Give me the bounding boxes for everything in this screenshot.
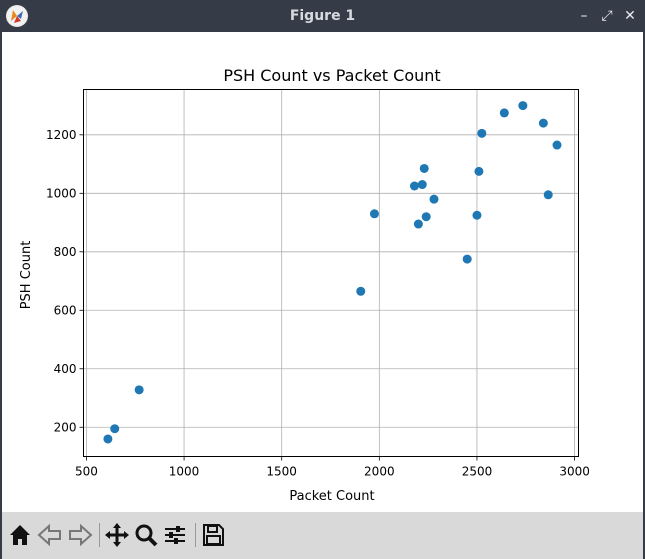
scatter-point xyxy=(413,219,423,229)
configure-subplots-icon[interactable] xyxy=(161,521,189,549)
back-icon[interactable] xyxy=(36,521,64,549)
scatter-point xyxy=(538,118,548,128)
scatter-point xyxy=(474,166,484,176)
toolbar-separator xyxy=(195,523,196,547)
title-bar: Figure 1 – ⤢ ✕ xyxy=(0,0,645,32)
maximize-button[interactable]: ⤢ xyxy=(601,8,613,24)
scatter-point xyxy=(134,385,144,395)
scatter-point xyxy=(103,434,113,444)
scatter-point xyxy=(499,108,509,118)
x-tick-label: 2000 xyxy=(364,465,395,479)
navigation-toolbar xyxy=(2,512,643,559)
y-tick-label: 800 xyxy=(54,245,77,259)
scatter-point xyxy=(369,209,379,219)
y-tick-label: 200 xyxy=(54,420,77,434)
app-icon xyxy=(6,5,28,27)
scatter-point xyxy=(417,180,427,190)
window-frame-right xyxy=(643,32,645,559)
x-tick-label: 500 xyxy=(75,465,98,479)
home-icon[interactable] xyxy=(6,521,34,549)
minimize-button[interactable]: – xyxy=(580,8,588,24)
grid-lines xyxy=(83,89,579,457)
y-axis-label: PSH Count xyxy=(19,241,34,310)
scatter-point xyxy=(472,210,482,220)
scatter-point xyxy=(409,181,419,191)
x-tick-label: 1000 xyxy=(169,465,200,479)
scatter-point xyxy=(552,140,562,150)
close-button[interactable]: ✕ xyxy=(624,8,636,24)
scatter-point xyxy=(429,194,439,204)
scatter-points xyxy=(103,101,562,444)
axes-frame xyxy=(83,89,579,457)
scatter-point xyxy=(419,163,429,173)
figure-canvas[interactable]: PSH Count vs Packet Count Packet Count P… xyxy=(2,32,643,512)
save-icon[interactable] xyxy=(199,521,227,549)
x-axis-label: Packet Count xyxy=(289,489,374,504)
y-tick-label: 600 xyxy=(54,303,77,317)
chart-title: PSH Count vs Packet Count xyxy=(223,66,440,85)
x-tick-label: 3000 xyxy=(559,465,590,479)
y-tick-label: 1000 xyxy=(46,186,77,200)
scatter-point xyxy=(356,286,366,296)
y-tick-label: 400 xyxy=(54,362,77,376)
scatter-chart: PSH Count vs Packet Count Packet Count P… xyxy=(19,66,590,504)
scatter-point xyxy=(518,101,528,111)
scatter-point xyxy=(421,212,431,222)
forward-icon[interactable] xyxy=(66,521,94,549)
x-tick-label: 2500 xyxy=(462,465,493,479)
scatter-point xyxy=(477,128,487,138)
scatter-point xyxy=(110,424,120,434)
scatter-point xyxy=(462,254,472,264)
window-title: Figure 1 xyxy=(289,8,356,24)
scatter-point xyxy=(543,190,553,200)
pan-icon[interactable] xyxy=(103,521,131,549)
y-tick-label: 1200 xyxy=(46,128,77,142)
axis-ticks: 500 1000 1500 2000 2500 3000 200 400 600 800 1000 1… xyxy=(46,128,590,479)
window-frame-left xyxy=(0,32,2,559)
toolbar-separator xyxy=(99,523,100,547)
x-tick-label: 1500 xyxy=(266,465,297,479)
zoom-icon[interactable] xyxy=(132,521,160,549)
